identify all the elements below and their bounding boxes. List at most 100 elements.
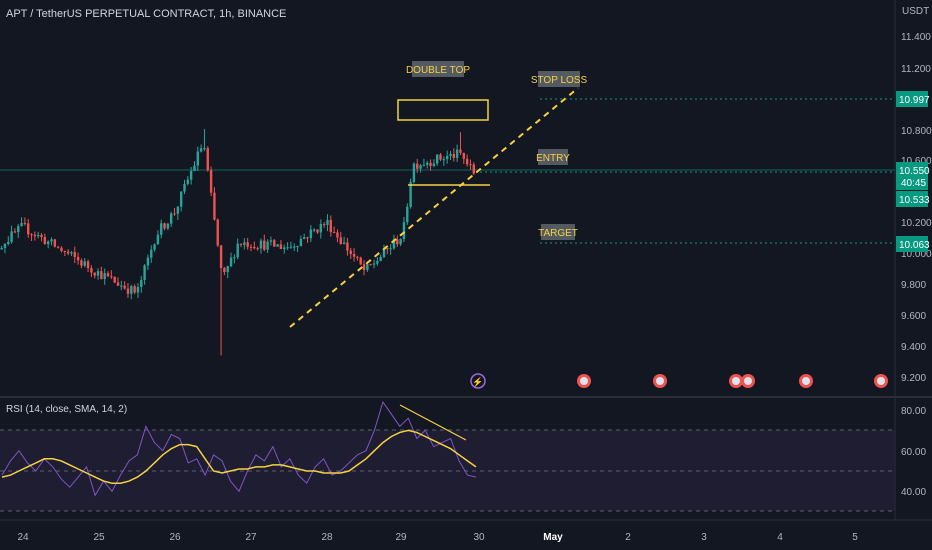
price-tick: 9.600 [901,311,926,322]
rsi-divergence-line[interactable] [399,404,467,441]
candle-body [409,181,412,207]
candle-body [289,246,293,248]
candles-group [0,129,475,356]
candle-body [312,229,316,231]
lightning-icon: ⚡ [472,376,483,388]
candle-body [103,273,106,280]
time-tick: 27 [245,532,257,543]
candle-body [346,242,349,251]
flag-marker-6[interactable] [874,374,888,388]
candle-body [196,151,199,166]
candle-body [136,286,140,293]
candle-body [30,234,33,236]
candle-body [465,158,469,165]
double-top-box[interactable] [397,99,489,121]
candle-body [436,154,439,164]
chart-title[interactable]: APT / TetherUS PERPETUAL CONTRACT, 1h, B… [6,8,287,20]
rsi-tick: 80.00 [901,406,926,417]
candle-body [27,223,30,235]
candle-body [113,276,116,283]
candle-body [53,239,57,247]
candle-body [156,234,160,245]
candle-body [216,219,219,246]
event-marker-lightning[interactable]: ⚡ [470,373,486,389]
price-tick: 10.000 [901,249,932,260]
flag-marker-4[interactable] [741,374,755,388]
candle-body [199,148,203,152]
candle-body [293,246,296,248]
candle-body [160,223,163,235]
candle-body [332,232,336,234]
candle-body [336,232,339,238]
candle-body [7,241,10,245]
candle-body [120,285,123,287]
rsi-tick: 40.00 [901,487,926,498]
candle-body [93,272,96,276]
candle-body [445,155,449,160]
rsi-title[interactable]: RSI (14, close, SMA, 14, 2) [6,404,128,415]
candle-body [23,223,27,225]
flag-marker-3[interactable] [729,374,743,388]
candle-body [0,247,3,250]
candle-body [236,243,239,258]
price-tick: 10.800 [901,126,932,137]
price-tick: 10.600 [901,156,932,167]
flag-marker-5[interactable] [799,374,813,388]
candle-body [163,223,166,229]
candle-body [299,238,303,247]
candle-body [392,239,396,249]
candle-body [243,242,246,245]
candle-body [183,183,186,192]
candle-body [50,239,53,242]
candle-body [96,271,100,276]
candle-body [416,163,419,169]
candle-body [306,237,309,239]
stop-loss-label[interactable]: STOP LOSS [531,71,588,87]
candle-body [316,229,319,233]
double-top-label-text: DOUBLE TOP [406,65,470,76]
candle-body [426,162,429,165]
candle-body [452,154,456,158]
candle-body [186,179,190,184]
candle-body [153,244,156,250]
candle-body [366,264,369,270]
candle-body [37,234,40,237]
candle-body [86,261,90,269]
candle-body [179,191,183,207]
current-price-tag [896,162,928,190]
double-top-label[interactable]: DOUBLE TOP [406,61,470,77]
candle-body [193,165,196,171]
candle-body [176,206,180,214]
time-tick: 25 [93,532,105,543]
candle-body [399,239,402,245]
target-label[interactable]: TARGET [538,224,578,240]
rsi-pane[interactable] [0,398,895,518]
candle-body [269,240,273,242]
candle-body [259,240,263,249]
time-tick: 2 [625,532,631,543]
stop-loss-tag [896,91,928,107]
candle-body [146,257,150,266]
trendline[interactable] [289,87,579,328]
flag-marker-2[interactable] [653,374,667,388]
candle-body [100,271,103,280]
time-tick: 3 [701,532,707,543]
price-pane[interactable] [0,0,895,396]
candle-body [70,252,73,254]
candle-body [206,148,209,171]
time-tick: 30 [473,532,485,543]
price-tick: 10.200 [901,218,932,229]
candle-body [130,286,133,294]
candle-body [266,241,269,250]
candle-body [455,149,459,158]
candle-body [326,219,329,225]
entry-label[interactable]: ENTRY [536,149,570,165]
candle-body [46,241,50,245]
candle-body [422,164,426,166]
candle-body [429,162,432,166]
currency-label: USDT [902,6,929,17]
candle-body [256,248,259,250]
time-tick: May [543,532,563,543]
candle-body [3,244,7,248]
flag-marker-1[interactable] [577,374,591,388]
